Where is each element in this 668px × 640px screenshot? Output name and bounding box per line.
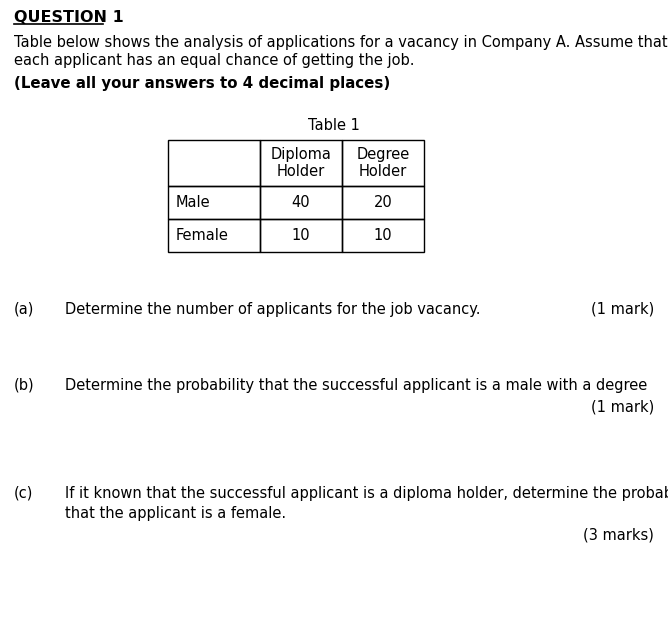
Text: Determine the number of applicants for the job vacancy.: Determine the number of applicants for t… — [65, 302, 480, 317]
Bar — [168, 140, 260, 186]
Text: (b): (b) — [14, 378, 35, 393]
Text: each applicant has an equal chance of getting the job.: each applicant has an equal chance of ge… — [14, 53, 415, 68]
Text: Female: Female — [176, 228, 229, 243]
Bar — [260, 140, 342, 186]
Text: 10: 10 — [292, 228, 311, 243]
Bar — [168, 186, 260, 219]
Bar — [342, 140, 424, 186]
Bar — [260, 219, 342, 252]
Bar — [342, 186, 424, 219]
Text: (1 mark): (1 mark) — [591, 400, 654, 415]
Text: 10: 10 — [373, 228, 392, 243]
Text: (a): (a) — [14, 302, 34, 317]
Bar — [168, 219, 260, 252]
Text: (3 marks): (3 marks) — [583, 528, 654, 543]
Text: (Leave all your answers to 4 decimal places): (Leave all your answers to 4 decimal pla… — [14, 76, 390, 91]
Bar — [260, 186, 342, 219]
Text: Degree
Holder: Degree Holder — [356, 147, 409, 179]
Text: 40: 40 — [292, 195, 311, 210]
Text: (1 mark): (1 mark) — [591, 302, 654, 317]
Text: If it known that the successful applicant is a diploma holder, determine the pro: If it known that the successful applican… — [65, 486, 668, 501]
Text: Diploma
Holder: Diploma Holder — [271, 147, 331, 179]
Text: Table 1: Table 1 — [308, 118, 360, 133]
Bar — [342, 219, 424, 252]
Text: QUESTION 1: QUESTION 1 — [14, 10, 124, 25]
Text: Male: Male — [176, 195, 210, 210]
Text: 20: 20 — [373, 195, 392, 210]
Text: (c): (c) — [14, 486, 33, 501]
Text: that the applicant is a female.: that the applicant is a female. — [65, 506, 286, 521]
Text: Table below shows the analysis of applications for a vacancy in Company A. Assum: Table below shows the analysis of applic… — [14, 35, 667, 50]
Text: Determine the probability that the successful applicant is a male with a degree: Determine the probability that the succe… — [65, 378, 647, 393]
